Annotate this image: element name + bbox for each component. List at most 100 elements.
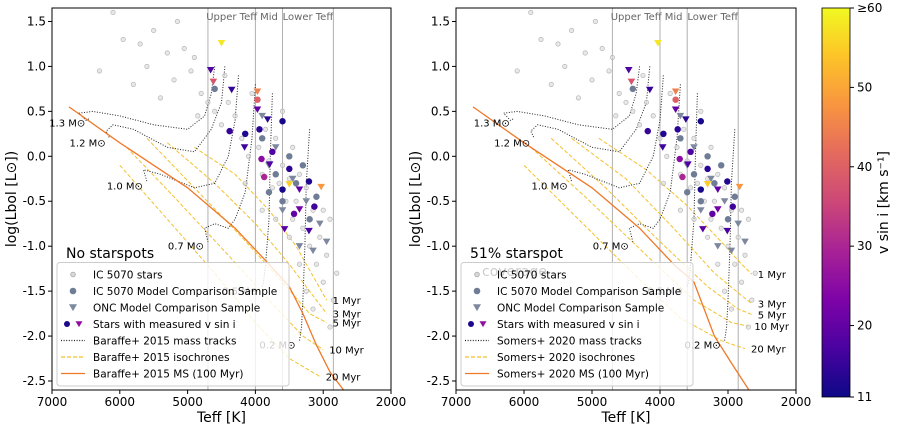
triangle-marker	[671, 88, 680, 96]
legend-marker	[473, 287, 481, 295]
circle-marker	[330, 297, 336, 303]
circle-marker	[269, 185, 275, 191]
circle-marker	[279, 108, 286, 114]
circle-marker	[313, 261, 319, 267]
triangle-marker	[714, 243, 722, 250]
circle-marker	[279, 162, 286, 168]
legend-label: IC 5070 Model Comparison Sample	[93, 286, 277, 298]
y-tick-label: 1.0	[431, 59, 450, 73]
circle-marker	[715, 261, 721, 267]
circle-marker	[674, 144, 680, 150]
circle-marker	[709, 210, 716, 218]
x-tick-label: 7000	[441, 395, 472, 409]
circle-marker	[724, 178, 731, 185]
triangle-marker	[720, 198, 729, 205]
isochrone	[571, 137, 753, 305]
triangle-marker	[217, 40, 226, 47]
triangle-marker	[741, 238, 749, 246]
triangle-marker	[265, 161, 274, 168]
triangle-marker	[305, 227, 313, 235]
circle-marker	[188, 68, 194, 74]
circle-marker	[705, 234, 711, 240]
isochrone-label: 1 Myr	[333, 296, 362, 307]
circle-marker	[256, 126, 263, 133]
circle-marker	[739, 279, 745, 285]
circle-marker	[698, 108, 704, 114]
circle-marker	[629, 85, 637, 93]
triangle-marker	[734, 220, 742, 228]
circle-marker	[660, 180, 666, 186]
legend-label: IC 5070 stars	[93, 270, 163, 282]
circle-marker	[609, 54, 615, 60]
circle-marker	[290, 210, 298, 218]
circle-marker	[313, 193, 320, 200]
triangle-marker	[302, 198, 311, 205]
circle-marker	[640, 72, 646, 78]
circle-marker	[681, 126, 687, 132]
triangle-marker	[658, 144, 667, 151]
circle-marker	[708, 216, 714, 222]
circle-marker	[589, 77, 595, 83]
circle-marker	[265, 189, 273, 196]
x-tick-label: 7000	[37, 395, 68, 409]
circle-marker	[171, 77, 177, 83]
isochrone	[166, 142, 327, 314]
triangle-marker	[285, 181, 294, 188]
triangle-marker	[253, 88, 262, 96]
circle-marker	[722, 288, 728, 294]
triangle-marker	[295, 243, 304, 250]
annotation: No starspots	[66, 246, 154, 262]
region-label: Upper Teff	[611, 12, 663, 23]
circle-marker	[300, 225, 306, 231]
mass-track-label: 1.2 M⊙	[70, 138, 106, 149]
circle-marker	[290, 144, 296, 150]
circle-marker	[157, 95, 164, 101]
circle-marker	[96, 68, 103, 74]
legend-label: Stars with measured v sin i	[93, 319, 236, 331]
axes-frame	[51, 7, 392, 391]
region-label: Upper Teff	[206, 12, 258, 23]
circle-marker	[246, 153, 252, 159]
circle-marker	[198, 90, 204, 96]
x-tick-label: 2000	[781, 395, 812, 409]
circle-marker	[742, 252, 748, 258]
circle-marker	[575, 95, 581, 101]
circle-marker	[205, 99, 211, 105]
circle-marker	[317, 234, 323, 240]
circle-marker	[225, 99, 231, 105]
x-tick-label: 4000	[240, 395, 271, 409]
isochrone-label: 20 Myr	[326, 373, 361, 384]
triangle-marker	[309, 247, 317, 255]
circle-marker	[745, 324, 751, 330]
triangle-marker	[258, 112, 266, 120]
isochrone	[530, 146, 749, 327]
x-tick-label: 6000	[105, 395, 136, 409]
circle-marker	[683, 189, 691, 196]
circle-marker	[717, 162, 725, 169]
isochrone-label: 1 Myr	[758, 270, 787, 281]
legend-marker	[69, 287, 77, 295]
mass-track-label: 0.2 M⊙	[685, 341, 721, 352]
circle-marker	[260, 173, 268, 181]
legend-box	[56, 262, 290, 387]
triangle-marker	[253, 106, 262, 113]
circle-marker	[130, 81, 136, 87]
triangle-marker	[714, 206, 722, 213]
circle-marker	[279, 198, 286, 205]
y-tick-label: -1.0	[427, 239, 450, 253]
circle-marker	[729, 203, 736, 210]
circle-marker	[269, 148, 276, 156]
circle-marker	[677, 207, 683, 213]
legend-marker	[75, 321, 83, 328]
mass-track-label: 1.0 M⊙	[107, 181, 143, 192]
circle-marker	[735, 234, 741, 240]
circle-marker	[242, 130, 249, 138]
circle-marker	[691, 135, 697, 141]
circle-marker	[137, 41, 143, 47]
triangle-marker	[624, 66, 633, 74]
circle-marker	[555, 41, 561, 47]
triangle-marker	[707, 175, 715, 183]
mass-track-label: 1.0 M⊙	[532, 181, 568, 192]
mass-track	[261, 93, 273, 287]
